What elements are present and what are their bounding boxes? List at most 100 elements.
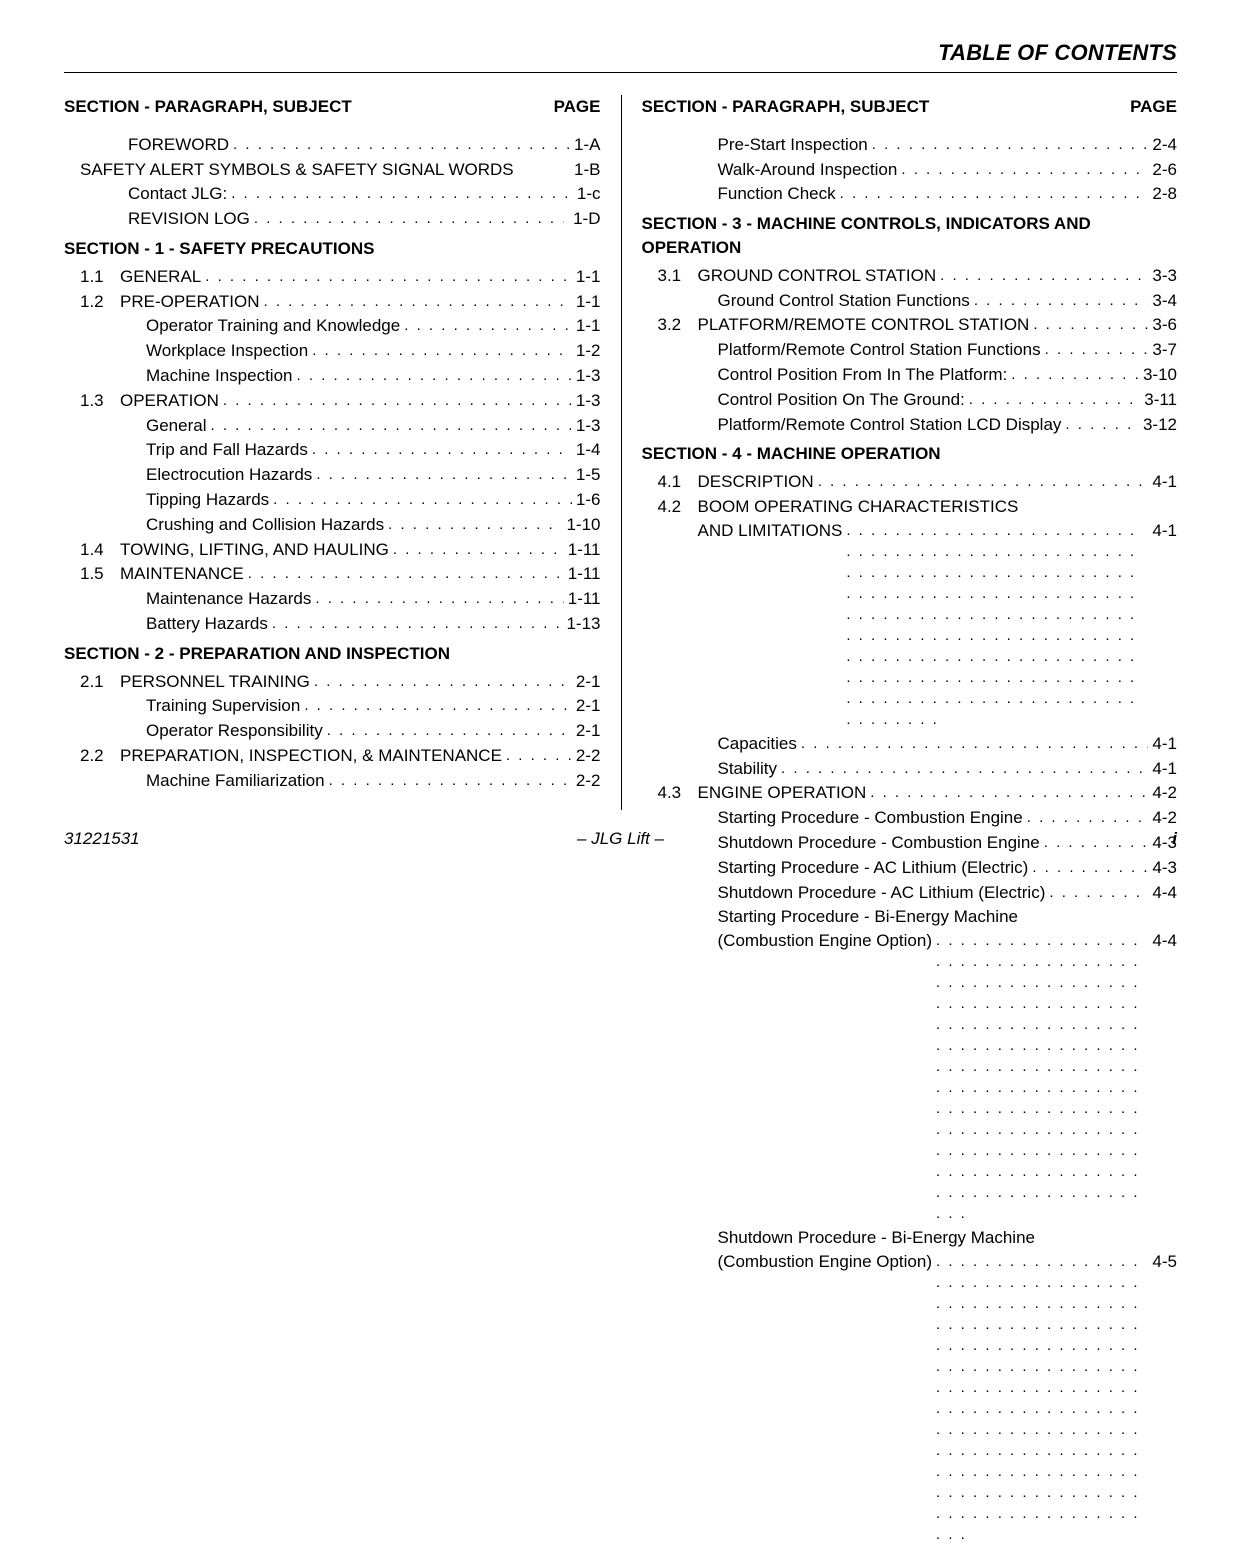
toc-entry-page: 2-6: [1152, 158, 1177, 182]
toc-entry-number: 1.5: [80, 562, 120, 586]
toc-entry: Machine Inspection 1-3: [64, 364, 601, 388]
toc-entry-page: 1-13: [566, 612, 600, 636]
toc-leader-dots: [1032, 857, 1148, 878]
toc-leader-dots: [840, 183, 1149, 204]
toc-entry-page: 1-c: [577, 182, 601, 206]
toc-entry-label: PREPARATION, INSPECTION, & MAINTENANCE: [120, 744, 502, 768]
toc-entry-label: Shutdown Procedure - Bi-Energy Machine: [718, 1226, 1178, 1250]
toc-entry: Shutdown Procedure - AC Lithium (Electri…: [642, 881, 1178, 905]
toc-entry-label: Platform/Remote Control Station LCD Disp…: [718, 413, 1062, 437]
toc-entry: FOREWORD1-A: [64, 133, 601, 157]
toc-entry-page: 1-2: [576, 339, 601, 363]
toc-leader-dots: [312, 439, 572, 460]
toc-entry: Control Position On The Ground:3-11: [642, 388, 1178, 412]
toc-entry: 4.1DESCRIPTION4-1: [642, 470, 1178, 494]
toc-leader-dots: [273, 489, 572, 510]
toc-leader-dots: [901, 159, 1148, 180]
toc-leader-dots: [969, 389, 1140, 410]
toc-leader-dots: [404, 315, 572, 336]
toc-leader-dots: [818, 471, 1149, 492]
toc-section-title: SECTION - 1 - SAFETY PRECAUTIONS: [64, 237, 601, 261]
toc-leader-dots: [940, 265, 1148, 286]
toc-entry-label: DESCRIPTION: [698, 470, 814, 494]
toc-entry: 1.5MAINTENANCE1-11: [64, 562, 601, 586]
toc-entry-label: Trip and Fall Hazards: [146, 438, 308, 462]
toc-leader-dots: [781, 758, 1148, 779]
toc-entry-page: 1-1: [576, 265, 601, 289]
toc-entry-page: 3-7: [1152, 338, 1177, 362]
toc-entry: 1.3OPERATION1-3: [64, 389, 601, 413]
toc-entry: Function Check2-8: [642, 182, 1178, 206]
toc-entry: Training Supervision2-1: [64, 694, 601, 718]
toc-entry-page: 2-2: [576, 744, 601, 768]
toc-leader-dots: [296, 365, 571, 386]
toc-entry-page: 4-5: [1152, 1250, 1177, 1274]
toc-section-title: SECTION - 4 - MACHINE OPERATION: [642, 442, 1178, 466]
toc-entry-page: 1-3: [576, 414, 601, 438]
toc-leader-dots: [1065, 414, 1139, 435]
toc-entry-label: Operator Responsibility: [146, 719, 323, 743]
toc-entry-page: 4-1: [1152, 519, 1177, 543]
toc-leader-dots: [315, 588, 563, 609]
toc-entry: 3.1GROUND CONTROL STATION3-3: [642, 264, 1178, 288]
toc-entry-number: 4.1: [658, 470, 698, 494]
toc-entry-page: 1-6: [576, 488, 601, 512]
toc-entry: Operator Responsibility 2-1: [64, 719, 601, 743]
page-title: TABLE OF CONTENTS: [64, 40, 1177, 73]
toc-entry-page: 4-4: [1152, 881, 1177, 905]
column-header: SECTION - PARAGRAPH, SUBJECT PAGE: [642, 95, 1178, 119]
toc-entry-page: 1-11: [568, 538, 601, 562]
toc-entry: Trip and Fall Hazards1-4: [64, 438, 601, 462]
toc-entry-label: (Combustion Engine Option): [718, 1250, 933, 1274]
toc-entry-label: Stability: [718, 757, 778, 781]
toc-entry-number: 1.2: [80, 290, 120, 314]
toc-entry-page: 4-1: [1152, 757, 1177, 781]
toc-entry-page: 3-10: [1143, 363, 1177, 387]
toc-entry: Tipping Hazards1-6: [64, 488, 601, 512]
toc-entry-label: GROUND CONTROL STATION: [698, 264, 937, 288]
toc-entry: Walk-Around Inspection2-6: [642, 158, 1178, 182]
toc-entry: 1.4TOWING, LIFTING, AND HAULING1-11: [64, 538, 601, 562]
toc-leader-dots: [974, 290, 1149, 311]
toc-leader-dots: [316, 464, 572, 485]
toc-leader-dots: [1011, 364, 1139, 385]
toc-leader-dots: [872, 134, 1149, 155]
toc-entry: 4.3ENGINE OPERATION4-2: [642, 781, 1178, 805]
toc-entry-label: (Combustion Engine Option): [718, 929, 933, 953]
toc-entry-page: 2-1: [576, 670, 601, 694]
toc-entry-label: GENERAL: [120, 265, 201, 289]
toc-entry: Operator Training and Knowledge1-1: [64, 314, 601, 338]
toc-entry-page: 2-1: [576, 719, 601, 743]
toc-entry: General 1-3: [64, 414, 601, 438]
toc-entry-number: 1.1: [80, 265, 120, 289]
toc-entry-number: 3.2: [658, 313, 698, 337]
toc-entry-label: General: [146, 414, 206, 438]
toc-entry-page: 2-1: [576, 694, 601, 718]
toc-entry: Battery Hazards1-13: [64, 612, 601, 636]
toc-entry-page: 4-2: [1152, 806, 1177, 830]
toc-entry: Workplace Inspection1-2: [64, 339, 601, 363]
column-header: SECTION - PARAGRAPH, SUBJECT PAGE: [64, 95, 601, 119]
toc-leader-dots: [272, 613, 563, 634]
toc-entry-page: 3-6: [1152, 313, 1177, 337]
toc-leader-dots: [1045, 339, 1149, 360]
toc-leader-dots: [312, 340, 572, 361]
col-head-subject: SECTION - PARAGRAPH, SUBJECT: [642, 95, 930, 119]
toc-entry: Platform/Remote Control Station Function…: [642, 338, 1178, 362]
toc-leader-dots: [1027, 807, 1149, 828]
toc-entry-page: 1-1: [576, 314, 601, 338]
toc-leader-dots: [870, 782, 1148, 803]
toc-entry-label: Control Position On The Ground:: [718, 388, 965, 412]
toc-entry: Ground Control Station Functions3-4: [642, 289, 1178, 313]
toc-entry-label: OPERATION: [120, 389, 219, 413]
toc-entry-page: 2-4: [1152, 133, 1177, 157]
toc-entry: Starting Procedure - Combustion Engine4-…: [642, 806, 1178, 830]
toc-leader-dots: [263, 291, 571, 312]
toc-entry-page: 2-2: [576, 769, 601, 793]
toc-entry-number: 2.2: [80, 744, 120, 768]
toc-entry-page: 1-10: [566, 513, 600, 537]
toc-entry-page: 1-3: [576, 389, 601, 413]
toc-entry-label: Machine Inspection: [146, 364, 292, 388]
toc-entry-page: 1-3: [576, 364, 601, 388]
toc-leader-dots: [205, 266, 572, 287]
